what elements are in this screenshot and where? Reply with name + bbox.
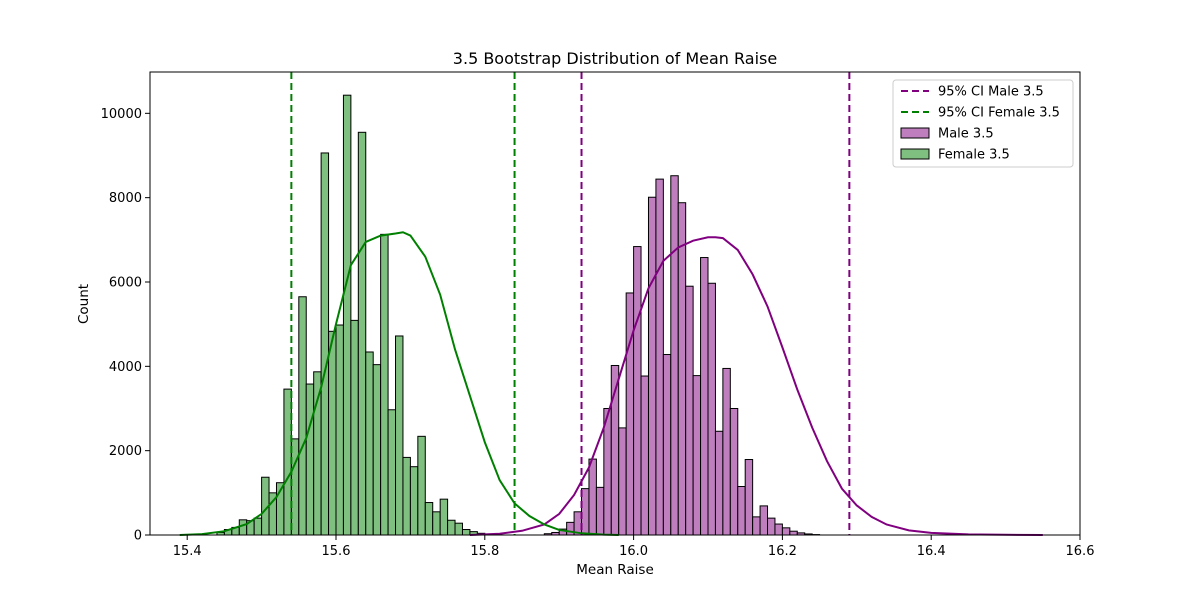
histogram-bar bbox=[351, 320, 358, 535]
histogram-bar bbox=[686, 286, 693, 535]
histogram-bar bbox=[455, 523, 462, 535]
histogram-bar bbox=[782, 528, 789, 535]
histogram-bar bbox=[663, 355, 670, 535]
histogram-bar bbox=[336, 325, 343, 535]
histogram-bar bbox=[462, 530, 469, 535]
histogram-bar bbox=[381, 234, 388, 535]
legend-swatch-patch bbox=[901, 128, 929, 138]
histogram-bar bbox=[768, 518, 775, 535]
y-tick-label: 10000 bbox=[101, 107, 142, 122]
x-tick-label: 15.6 bbox=[322, 544, 351, 559]
histogram-bar bbox=[708, 283, 715, 535]
histogram-bar bbox=[410, 467, 417, 535]
histogram-bar bbox=[730, 409, 737, 536]
x-tick-label: 16.2 bbox=[768, 544, 797, 559]
histogram-bar bbox=[396, 336, 403, 535]
histogram-bar bbox=[582, 489, 589, 535]
histogram-bar bbox=[299, 297, 306, 535]
histogram-bar bbox=[790, 531, 797, 535]
legend-swatch-patch bbox=[901, 149, 929, 159]
histogram-bar bbox=[626, 293, 633, 535]
histogram-bar bbox=[693, 376, 700, 535]
legend-label: Female 3.5 bbox=[938, 148, 1010, 163]
x-tick-label: 16.6 bbox=[1066, 544, 1095, 559]
x-tick-label: 16.4 bbox=[917, 544, 946, 559]
histogram-bar bbox=[775, 524, 782, 535]
y-tick-label: 2000 bbox=[109, 444, 142, 459]
y-tick-label: 8000 bbox=[109, 191, 142, 206]
histogram-bar bbox=[284, 389, 291, 535]
histogram-bar bbox=[596, 487, 603, 535]
chart-title: 3.5 Bootstrap Distribution of Mean Raise bbox=[453, 49, 777, 68]
histogram-bar bbox=[329, 331, 336, 535]
histogram-bar bbox=[619, 428, 626, 535]
x-tick-label: 15.8 bbox=[470, 544, 499, 559]
histogram-bar bbox=[306, 384, 313, 535]
histogram-bar bbox=[738, 487, 745, 535]
histogram-bar bbox=[715, 431, 722, 535]
histogram-bar bbox=[641, 376, 648, 535]
legend: 95% CI Male 3.5 95% CI Female 3.5 Male 3.5… bbox=[893, 80, 1073, 167]
histogram-bar bbox=[425, 503, 432, 535]
histogram-bar bbox=[701, 258, 708, 535]
histogram-bar bbox=[321, 153, 328, 535]
histogram-bar bbox=[634, 247, 641, 535]
y-tick-label: 6000 bbox=[109, 275, 142, 290]
legend-label: 95% CI Female 3.5 bbox=[938, 106, 1060, 121]
histogram-bar bbox=[418, 436, 425, 535]
histogram-bar bbox=[433, 512, 440, 535]
histogram-bar bbox=[388, 410, 395, 535]
histogram-bar bbox=[604, 409, 611, 536]
y-axis-label: Count bbox=[76, 284, 92, 324]
histogram-bar bbox=[239, 520, 246, 535]
histogram-bar bbox=[358, 132, 365, 535]
histogram-bar bbox=[753, 517, 760, 535]
legend-label: 95% CI Male 3.5 bbox=[938, 85, 1044, 100]
histogram-bar bbox=[671, 176, 678, 535]
histogram-bar bbox=[254, 518, 261, 535]
histogram-bar bbox=[366, 352, 373, 535]
histogram-bar bbox=[314, 372, 321, 535]
histogram-bar bbox=[723, 368, 730, 535]
histogram-bar bbox=[403, 457, 410, 535]
x-axis-label: Mean Raise bbox=[576, 562, 654, 578]
histogram-bar bbox=[589, 459, 596, 535]
histogram-bar bbox=[373, 365, 380, 535]
y-tick-label: 0 bbox=[134, 529, 142, 544]
histogram-bar bbox=[648, 197, 655, 535]
legend-label: Male 3.5 bbox=[938, 127, 994, 142]
x-tick-label: 15.4 bbox=[173, 544, 202, 559]
histogram-bar bbox=[567, 522, 574, 535]
histogram-bar bbox=[440, 499, 447, 535]
y-tick-label: 4000 bbox=[109, 360, 142, 375]
histogram-bar bbox=[448, 520, 455, 535]
histogram-bar bbox=[343, 95, 350, 535]
histogram-bar bbox=[745, 460, 752, 535]
histogram-bar bbox=[678, 203, 685, 535]
histogram-bar bbox=[760, 506, 767, 535]
histogram-bar bbox=[656, 179, 663, 535]
x-tick-label: 16.0 bbox=[619, 544, 648, 559]
histogram-bar bbox=[291, 439, 298, 535]
